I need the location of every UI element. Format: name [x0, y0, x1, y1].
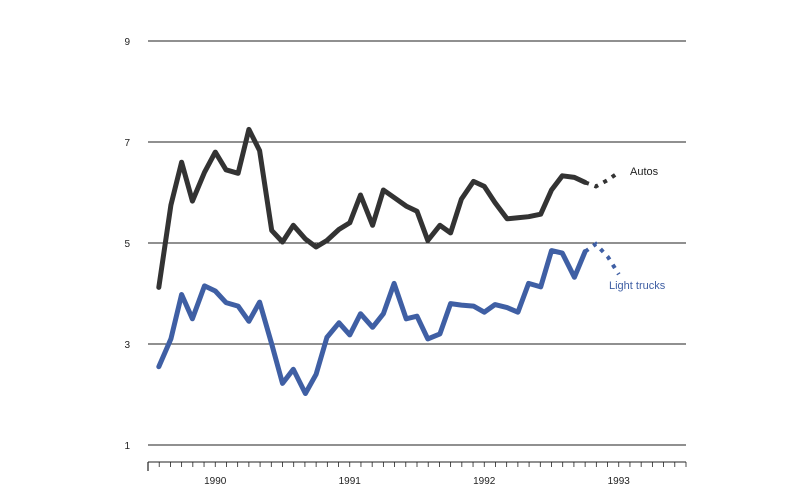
- light-trucks-series-line: [156, 248, 588, 396]
- y-tick-labels: 1 3 5 7 9: [124, 37, 130, 452]
- x-tick-label: 1992: [473, 476, 496, 487]
- light-trucks-forecast-line: [583, 241, 621, 276]
- y-tick-label: 7: [124, 138, 130, 149]
- autos-series-label: Autos: [630, 166, 659, 178]
- y-tick-label: 3: [124, 340, 130, 351]
- x-axis: 1990 1991 1992 1993: [147, 461, 687, 487]
- y-tick-label: 9: [124, 37, 130, 48]
- gridlines: [148, 40, 686, 446]
- light-trucks-series-label: Light trucks: [609, 280, 666, 292]
- series-labels: Autos Light trucks: [609, 166, 666, 292]
- series-lines: [156, 126, 621, 396]
- x-tick-label: 1990: [204, 476, 227, 487]
- autos-series-line: [156, 126, 588, 290]
- x-tick-label: 1993: [608, 476, 631, 487]
- autos-forecast-line: [584, 170, 620, 189]
- y-tick-label: 5: [124, 239, 130, 250]
- y-tick-label: 1: [124, 441, 130, 452]
- x-tick-label: 1991: [339, 476, 362, 487]
